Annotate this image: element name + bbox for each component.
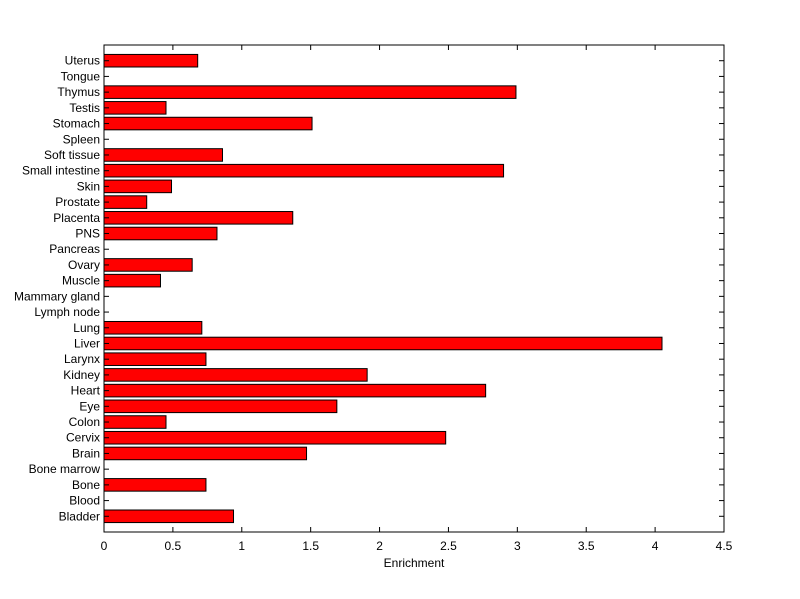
bar [103,509,235,524]
plot-frame [103,44,725,533]
bar [103,148,223,162]
bar [103,53,199,68]
y-tick-label: Stomach [53,117,100,131]
bar [103,320,203,335]
bar [103,195,148,209]
y-tick-label: Brain [72,446,100,460]
y-tick-label: Skin [77,179,100,193]
y-tick-label: PNS [75,227,100,241]
bar [103,352,207,366]
bar [103,101,167,115]
bar [103,226,218,241]
bar [103,163,505,178]
y-tick-label: Bone [72,478,100,492]
bar [103,211,294,225]
x-tick-label: 4.5 [716,539,733,553]
x-tick-label: 1.5 [302,539,319,553]
y-tick-label: Mammary gland [14,289,100,303]
y-tick-label: Ovary [68,258,100,272]
bar [103,85,517,99]
x-tick-label: 0 [101,539,108,553]
bar [103,383,487,398]
y-tick-label: Placenta [53,211,100,225]
y-tick-label: Lung [73,321,100,335]
bar [103,446,308,461]
y-tick-label: Testis [69,101,100,115]
y-tick-label: Heart [71,384,101,398]
bar [103,336,663,351]
x-axis-label: Enrichment [384,556,445,570]
bar [103,430,447,445]
bar [103,478,207,492]
y-tick-label: Spleen [63,132,100,146]
y-tick-label: Tongue [61,69,101,83]
bar [103,258,193,272]
bar [103,368,368,382]
y-tick-label: Larynx [64,352,100,366]
x-tick-label: 2.5 [440,539,457,553]
y-tick-label: Prostate [55,195,100,209]
y-tick-label: Thymus [57,85,100,99]
x-tick-label: 2 [376,539,383,553]
y-tick-label: Lymph node [34,305,100,319]
y-tick-label: Small intestine [22,164,100,178]
y-tick-label: Pancreas [49,242,100,256]
y-tick-label: Eye [79,399,100,413]
y-tick-label: Bladder [59,509,100,523]
x-tick-label: 3.5 [578,539,595,553]
y-tick-label: Uterus [65,54,100,68]
y-tick-label: Liver [74,336,100,350]
x-tick-label: 3 [514,539,521,553]
bar [103,179,173,194]
y-tick-label: Colon [69,415,100,429]
x-tick-label: 1 [238,539,245,553]
x-tick-label: 4 [652,539,659,553]
bar [103,116,313,131]
x-tick-label: 0.5 [165,539,182,553]
y-tick-label: Kidney [63,368,100,382]
bar [103,415,167,429]
y-tick-label: Soft tissue [44,148,100,162]
y-tick-label: Cervix [66,431,100,445]
bar [103,399,338,414]
y-tick-label: Blood [69,494,100,508]
y-tick-label: Bone marrow [29,462,101,476]
y-tick-label: Muscle [62,274,100,288]
bar [103,273,161,288]
